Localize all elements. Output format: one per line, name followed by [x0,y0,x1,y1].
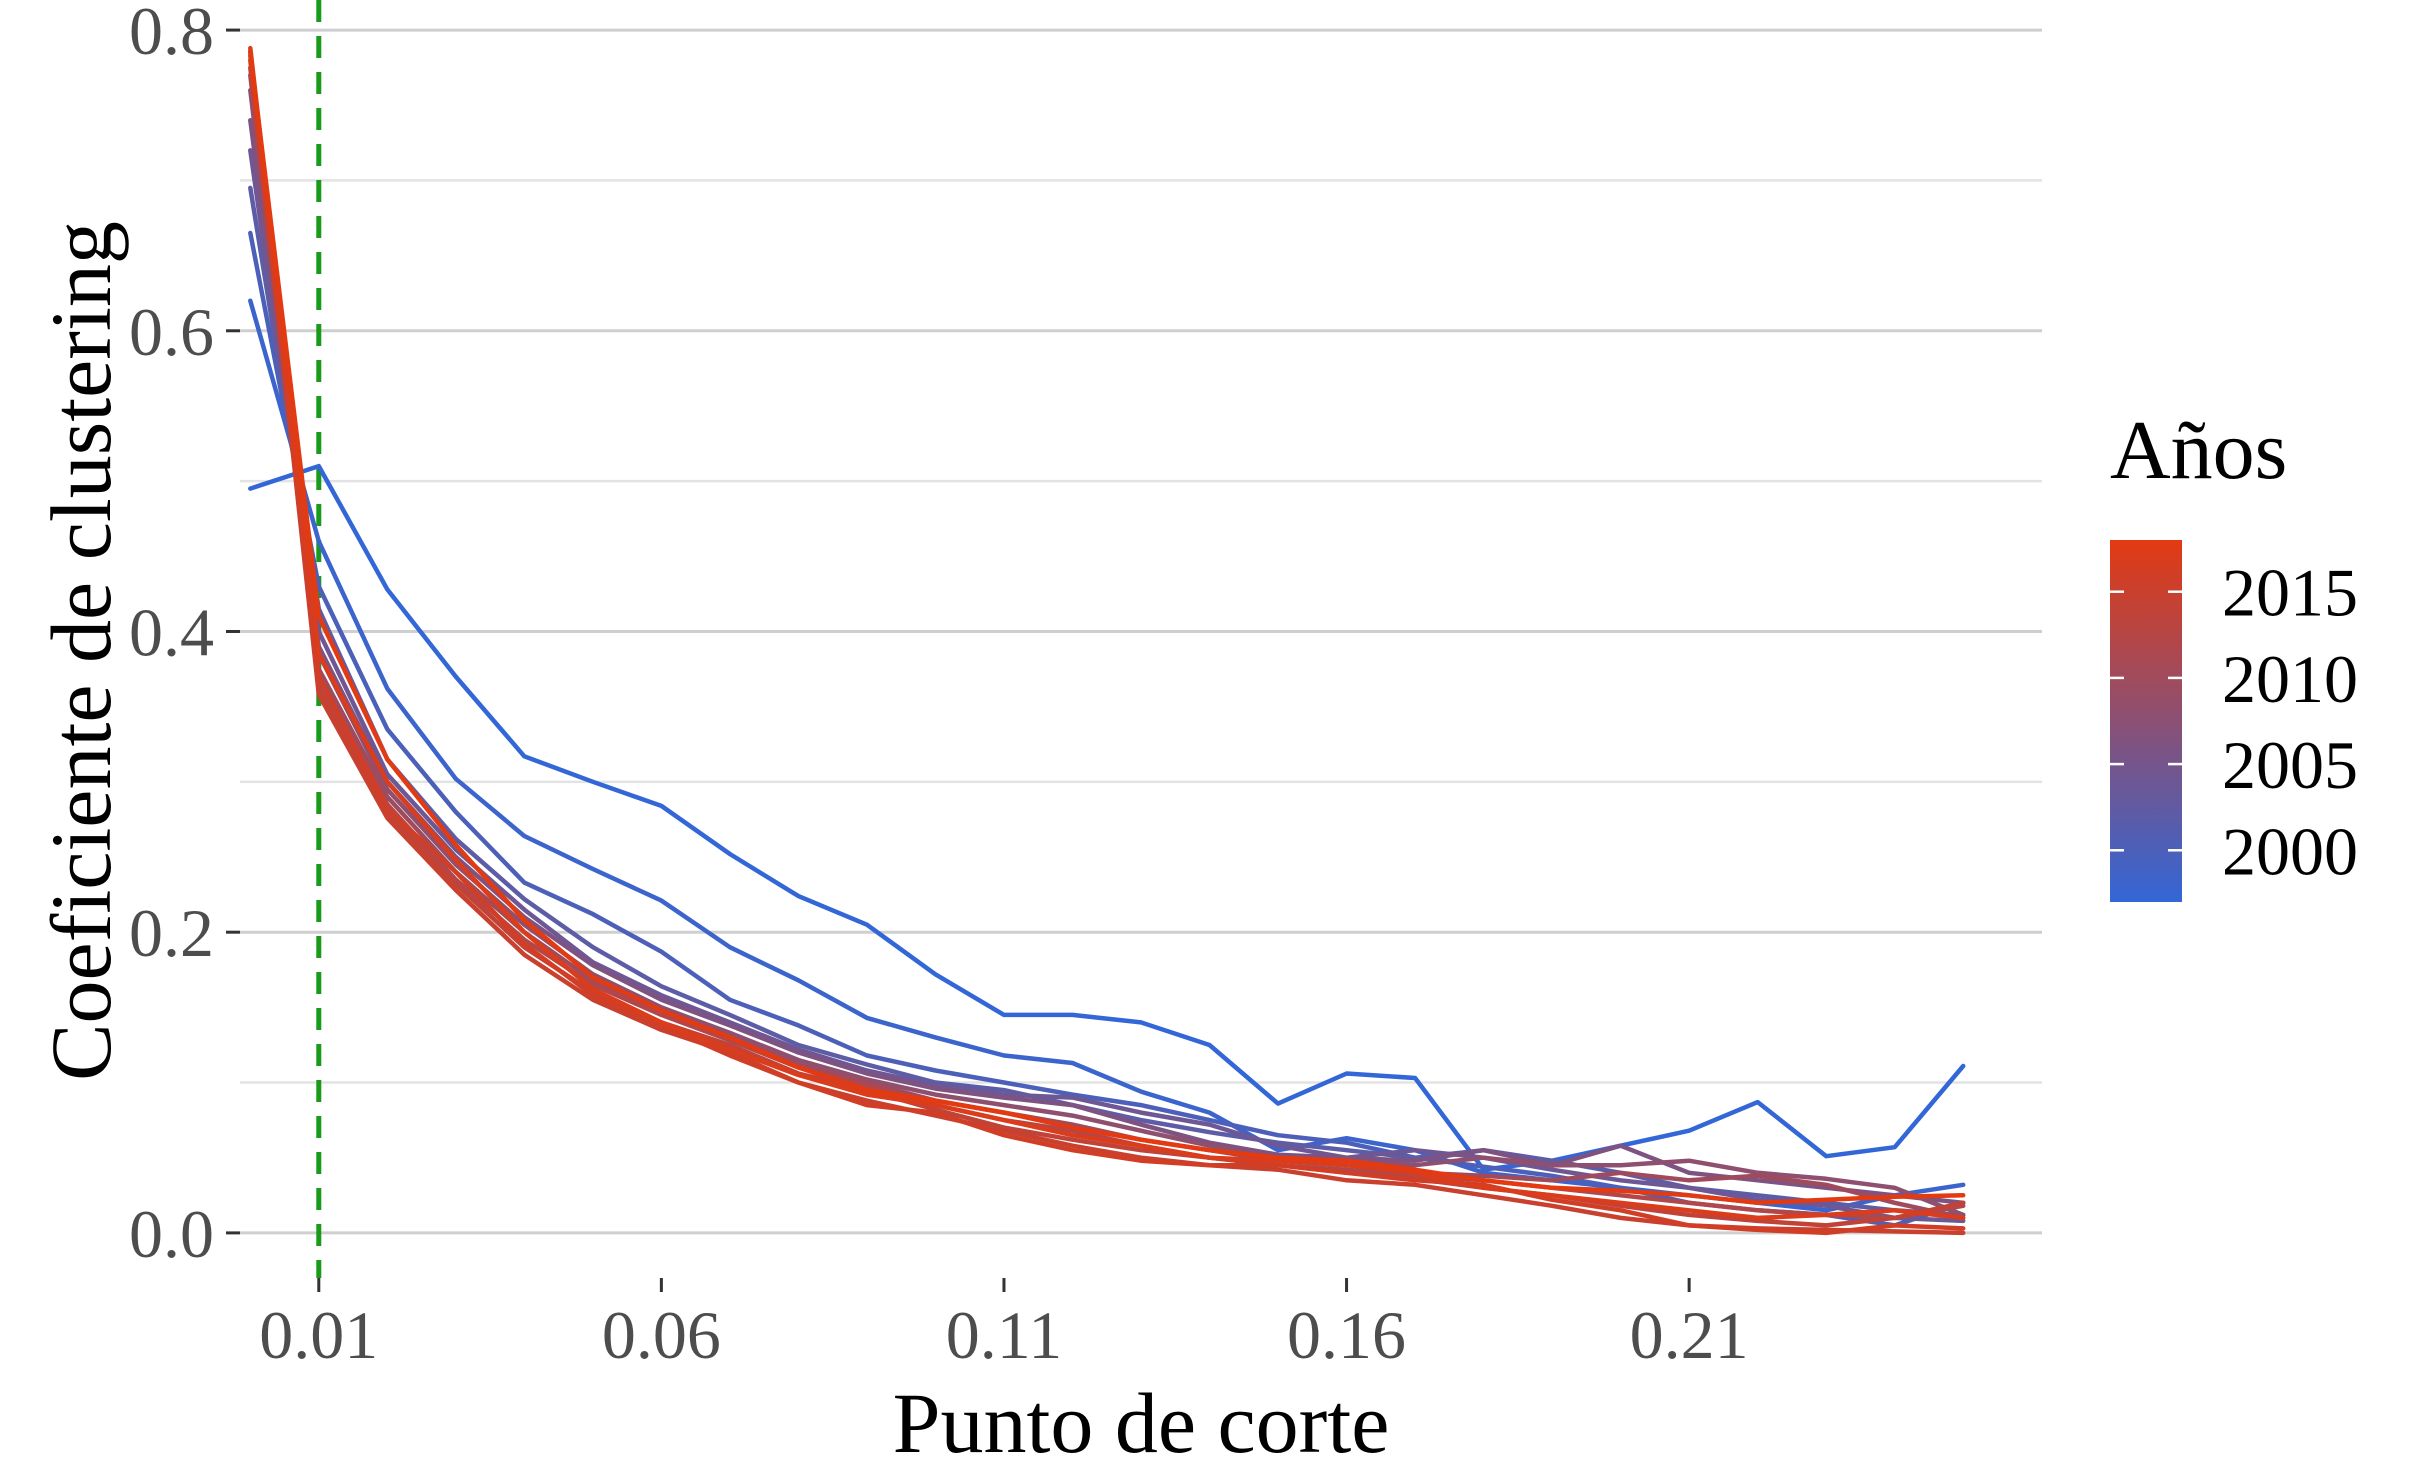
series-line [248,148,1966,1224]
series-line [248,57,1966,1228]
x-axis-title: Punto de corte [893,1375,1390,1471]
legend-label: 2005 [2222,727,2358,803]
grid-lines [240,28,2042,1235]
x-tick-label: 0.06 [602,1297,721,1373]
series-line [248,87,1966,1218]
axes: 0.0 0.2 0.4 0.6 0.8 0.01 0.06 0.11 0.16 0.21 Punto… [33,0,1749,1471]
x-tick-label: 0.21 [1630,1297,1749,1373]
series-line [248,65,1966,1221]
series-line [248,48,1966,1236]
y-tick-label: 0.0 [129,1196,214,1272]
legend: Años 2015 2010 2005 2000 [2110,404,2358,902]
y-tick-label: 0.8 [129,0,214,69]
series-lines [248,45,1966,1236]
series-line [248,45,1966,1221]
y-axis-title: Coeficiente de clustering [33,221,129,1081]
x-tick-label: 0.16 [1287,1297,1406,1373]
legend-colorbar [2110,540,2182,902]
series-line [248,298,1966,1213]
series-line [248,50,1966,1206]
legend-title: Años [2110,404,2287,497]
legend-label: 2015 [2222,555,2358,631]
series-line [248,463,1966,1172]
series-line [248,53,1966,1236]
y-tick-label: 0.2 [129,895,214,971]
series-line [248,185,1966,1218]
y-tick-label: 0.6 [129,294,214,370]
legend-label: 2000 [2222,813,2358,889]
series-line [248,72,1966,1221]
legend-label: 2010 [2222,641,2358,717]
series-line [248,118,1966,1206]
x-tick-label: 0.11 [946,1297,1062,1373]
x-tick-label: 0.01 [259,1297,378,1373]
y-tick-label: 0.4 [129,594,214,670]
